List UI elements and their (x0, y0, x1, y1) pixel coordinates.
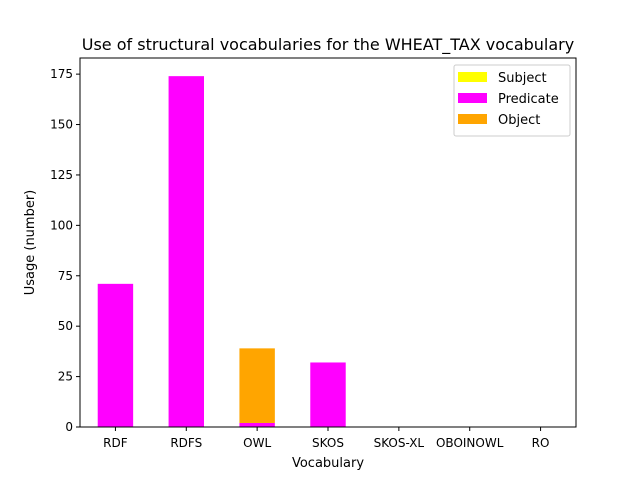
legend-swatch-subject (458, 72, 487, 82)
y-axis: 0 25 50 75 100 125 150 175 (50, 67, 80, 434)
chart-title: Use of structural vocabularies for the W… (82, 35, 574, 55)
bar-object-owl (239, 348, 275, 423)
y-tick-label: 150 (50, 118, 73, 132)
bars-layer (97, 76, 346, 428)
legend: Subject Predicate Object (453, 64, 571, 137)
y-tick-label: 50 (58, 319, 73, 333)
bar-predicate-rdfs (168, 76, 204, 428)
x-axis: RDF RDFS OWL SKOS SKOS-XL OBOINOWL RO (103, 427, 549, 450)
plot-frame (79, 57, 577, 428)
bar-predicate-owl (239, 422, 275, 427)
bar-predicate-skos (310, 362, 346, 427)
legend-label-predicate: Predicate (498, 92, 559, 107)
bar-predicate-rdf (97, 283, 134, 427)
legend-label-object: Object (498, 113, 540, 128)
y-tick-label: 125 (50, 168, 73, 182)
legend-label-subject: Subject (498, 71, 547, 86)
legend-swatch-object (458, 114, 487, 124)
x-tick-label: RDF (103, 436, 128, 450)
y-tick-label: 175 (50, 67, 73, 81)
y-axis-label: Usage (number) (23, 190, 38, 296)
y-tick-label: 100 (50, 218, 73, 232)
x-tick-label: OWL (243, 436, 271, 450)
x-tick-label: RDFS (170, 436, 202, 450)
y-tick-label: 25 (58, 370, 73, 384)
y-tick-label: 75 (58, 269, 73, 283)
y-tick-label: 0 (65, 420, 73, 434)
x-tick-label: SKOS-XL (374, 436, 425, 450)
x-tick-label: OBOINOWL (436, 436, 504, 450)
legend-swatch-predicate (458, 93, 487, 103)
x-axis-label: Vocabulary (292, 456, 364, 471)
x-tick-label: RO (532, 436, 550, 450)
x-tick-label: SKOS (312, 436, 344, 450)
